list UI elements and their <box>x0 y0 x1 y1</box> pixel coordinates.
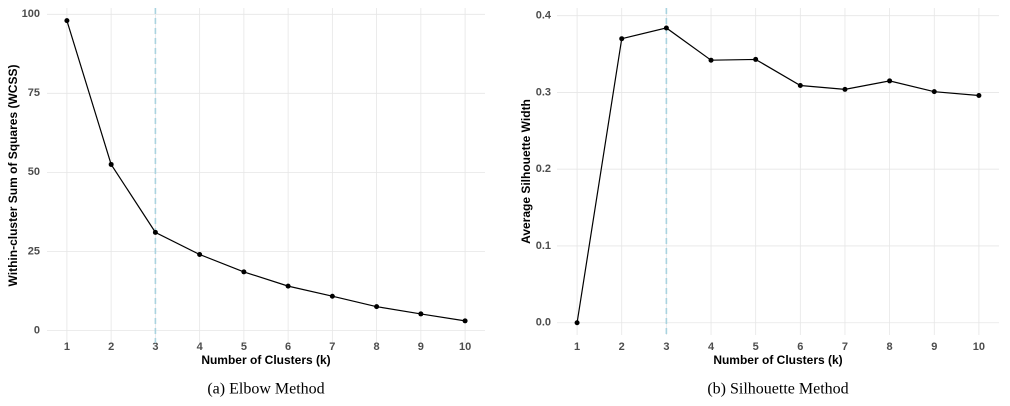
point <box>619 36 625 42</box>
y-tick-label: 25 <box>28 245 40 257</box>
y-tick-label: 0.1 <box>536 240 551 252</box>
point <box>64 18 70 24</box>
x-tick-label: 4 <box>197 341 204 353</box>
caption: (b) Silhouette Method <box>707 381 848 398</box>
y-tick-label: 75 <box>28 87 40 99</box>
point <box>976 93 982 99</box>
point <box>197 252 203 258</box>
x-tick-label: 10 <box>459 341 471 353</box>
point <box>241 269 247 275</box>
x-tick-label: 1 <box>64 341 70 353</box>
point <box>574 320 580 326</box>
point <box>329 293 335 299</box>
y-tick-label: 0.3 <box>536 86 551 98</box>
x-tick-label: 1 <box>574 341 580 353</box>
x-tick-label: 3 <box>152 341 158 353</box>
point <box>887 78 893 84</box>
x-tick-label: 2 <box>108 341 114 353</box>
y-tick-label: 0.2 <box>536 163 551 175</box>
x-tick-label: 2 <box>619 341 625 353</box>
point <box>462 318 468 324</box>
y-tick-label: 0 <box>34 324 40 336</box>
x-tick-label: 8 <box>887 341 893 353</box>
y-tick-label: 0.0 <box>536 317 551 329</box>
point <box>753 56 759 62</box>
point <box>931 89 937 95</box>
point <box>108 161 114 167</box>
point <box>708 57 714 63</box>
y-tick-label: 100 <box>22 8 40 20</box>
point <box>374 304 380 310</box>
y-axis-title: Within-cluster Sum of Squares (WCSS) <box>6 65 20 287</box>
line <box>576 27 979 323</box>
point <box>285 283 291 289</box>
y-tick-label: 0.4 <box>536 10 552 22</box>
x-tick-label: 6 <box>797 341 803 353</box>
point <box>797 83 803 89</box>
point <box>152 229 158 235</box>
x-tick-label: 9 <box>931 341 937 353</box>
x-axis-title: Number of Clusters (k) <box>201 353 330 367</box>
caption: (a) Elbow Method <box>207 381 324 398</box>
x-tick-label: 5 <box>753 341 759 353</box>
x-tick-label: 7 <box>329 341 335 353</box>
x-tick-label: 6 <box>285 341 291 353</box>
y-tick-label: 50 <box>28 166 40 178</box>
x-tick-label: 4 <box>708 341 715 353</box>
x-tick-label: 7 <box>842 341 848 353</box>
point <box>663 25 669 31</box>
x-tick-label: 3 <box>663 341 669 353</box>
x-tick-label: 5 <box>241 341 247 353</box>
point <box>842 86 848 92</box>
x-tick-label: 8 <box>374 341 380 353</box>
x-axis-title: Number of Clusters (k) <box>713 353 842 367</box>
point <box>418 311 424 317</box>
y-axis-title: Average Silhouette Width <box>519 99 533 244</box>
line <box>66 20 466 322</box>
x-tick-label: 10 <box>973 341 985 353</box>
x-tick-label: 9 <box>418 341 424 353</box>
